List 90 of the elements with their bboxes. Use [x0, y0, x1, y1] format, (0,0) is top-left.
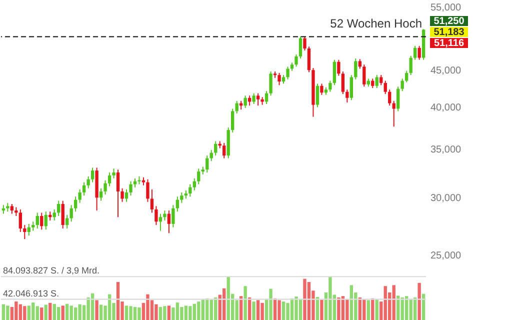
candlestick: [10, 204, 14, 214]
candlestick: [278, 72, 281, 86]
candlestick: [57, 200, 60, 216]
candlestick: [235, 100, 238, 114]
text: 51,116: [434, 38, 464, 49]
candlestick: [36, 212, 39, 229]
candlestick: [298, 36, 302, 59]
candlestick: [316, 83, 320, 108]
candlestick: [66, 214, 69, 229]
candlestick: [192, 178, 196, 191]
y-tick-label: 45,000: [430, 66, 462, 77]
candlestick: [206, 155, 209, 173]
candlestick: [90, 167, 94, 183]
candlestick: [418, 45, 421, 60]
candlestick: [222, 142, 226, 159]
ref-line-label: 84.093.827 S. / 3,9 Mrd.: [3, 266, 100, 276]
candlestick: [133, 178, 137, 188]
candlestick: [244, 95, 247, 108]
y-tick-label: 35,000: [430, 144, 462, 156]
candlestick: [413, 45, 417, 60]
candlestick: [112, 168, 116, 179]
candlestick: [303, 36, 306, 51]
candlestick: [256, 92, 260, 106]
candlestick: [61, 200, 64, 229]
candlestick: [286, 66, 290, 80]
candlestick: [27, 223, 30, 236]
candlestick: [197, 168, 200, 185]
candlestick: [375, 74, 378, 89]
candlestick: [400, 78, 404, 92]
y-tick-label: 25,000: [430, 250, 462, 262]
candlestick: [129, 180, 132, 196]
candlestick: [18, 208, 22, 232]
candlestick: [120, 188, 124, 202]
candlestick: [320, 83, 324, 96]
candlestick: [40, 212, 44, 230]
candlestick: [409, 55, 412, 76]
candlestick: [108, 172, 112, 187]
candlestick: [74, 196, 78, 212]
candlestick: [332, 59, 336, 86]
candlestick: [154, 206, 158, 226]
candlestick: [307, 46, 311, 73]
candlestick: [70, 204, 73, 222]
candlestick: [384, 80, 387, 95]
candlestick: [371, 78, 374, 89]
candlestick: [231, 108, 234, 134]
candlestick: [188, 184, 192, 198]
candlestick: [337, 59, 340, 76]
candlestick: [269, 71, 272, 96]
candlestick: [214, 140, 218, 156]
candlestick: [44, 211, 48, 230]
y-tick-label: 40,000: [430, 102, 462, 114]
y-tick-label: 55,000: [430, 2, 462, 14]
candlestick: [52, 208, 56, 221]
candlestick: [341, 71, 345, 95]
candlestick: [124, 188, 128, 202]
candlestick: [158, 213, 162, 232]
candlestick: [150, 188, 154, 214]
candlestick: [176, 196, 180, 212]
candlestick: [104, 180, 107, 196]
candlestick: [396, 86, 400, 112]
candlestick: [404, 70, 408, 83]
candlestick: [82, 182, 86, 196]
candlestick: [116, 169, 120, 218]
candlestick: [146, 178, 150, 202]
candlestick: [32, 221, 35, 232]
y-tick-label: 30,000: [430, 193, 462, 204]
candlestick: [362, 64, 366, 88]
candlestick: [86, 176, 90, 189]
text: 51,183: [434, 27, 465, 38]
candlestick: [346, 89, 349, 103]
ref-line-label: 42.046.913 S.: [3, 288, 60, 298]
candlestick: [180, 192, 184, 204]
candlestick: [264, 90, 268, 105]
candlestick: [354, 58, 358, 80]
candlestick: [358, 58, 362, 70]
candlestick: [78, 188, 82, 204]
candlestick: [328, 80, 332, 92]
text: 51,250: [434, 16, 465, 27]
candlestick: [163, 210, 166, 221]
candlestick: [172, 204, 175, 228]
candlestick: [380, 74, 383, 86]
candlestick: [388, 89, 392, 106]
candlestick: [210, 150, 213, 162]
candlestick: [167, 210, 171, 234]
candlestick: [252, 92, 256, 105]
candlestick: [350, 74, 354, 101]
candlestick: [23, 224, 26, 240]
candlestick: [99, 188, 103, 202]
ref-line-label: 52 Wochen Hoch: [330, 16, 422, 31]
candlestick: [294, 54, 298, 68]
